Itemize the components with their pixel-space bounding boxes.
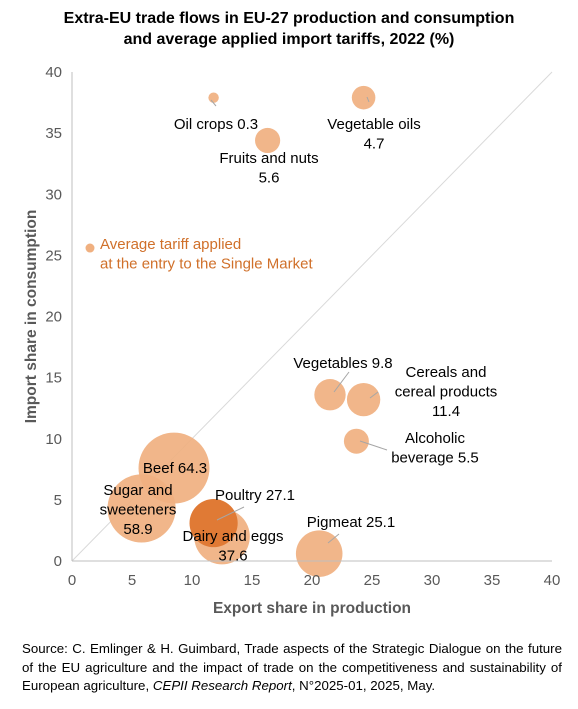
bubble-vegetables (314, 379, 346, 411)
leader-vegetable-oils (366, 96, 370, 103)
bubble-fruits-and-nuts (255, 127, 281, 154)
leader-lines (210, 96, 388, 544)
x-axis-label: Export share in production (213, 600, 411, 617)
label-poultry: Poultry 27.1 (215, 487, 295, 504)
bubbles (107, 85, 381, 577)
chart-title-line-1: Extra-EU trade flows in EU-27 production… (63, 10, 515, 27)
leader-alcoholic-beverage (359, 440, 388, 451)
chart-title: Extra-EU trade flows in EU-27 production… (0, 8, 578, 50)
bubble-vegetable-oils (351, 85, 376, 110)
leader-oil-crops (210, 99, 217, 107)
label-sugar-and-sweeteners: Sugar and sweeteners 58.9 (100, 482, 177, 538)
label-vegetable-oils: Vegetable oils 4.7 (327, 116, 420, 153)
legend: Average tariff applied at the entry to th… (85, 236, 313, 273)
x-tick-label: 5 (128, 572, 136, 589)
y-tick-label: 10 (45, 431, 62, 448)
x-tick-label: 20 (304, 572, 321, 589)
label-alcoholic-beverage: Alcoholic beverage 5.5 (391, 430, 479, 467)
y-tick-label: 25 (45, 247, 62, 264)
y-tick-label: 35 (45, 125, 62, 142)
source-text: Source: C. Emlinger & H. Guimbard, Trade… (22, 641, 562, 693)
y-tick-label: 0 (54, 553, 62, 570)
source-report-number: , N°2025-01, 2025, May. (291, 678, 436, 693)
bubble-chart: 0 5 10 15 20 25 30 35 40 0 5 10 15 20 25 30 35 40 Oil cro… (23, 64, 560, 617)
y-tick-label: 30 (45, 186, 62, 203)
bubble-alcoholic-beverage (343, 428, 369, 454)
label-oil-crops: Oil crops 0.3 (174, 116, 258, 133)
legend-marker (85, 243, 95, 253)
leader-cereals-and-cereal-products (369, 391, 379, 399)
leader-vegetables (333, 371, 350, 393)
x-tick-label: 25 (364, 572, 381, 589)
source-report-title: CEPII Research Report (152, 678, 292, 693)
chart-title-line-2: and average applied import tariffs, 2022… (123, 31, 455, 48)
label-dairy-and-eggs: Dairy and eggs 37.6 (183, 528, 284, 565)
y-tick-label: 40 (45, 64, 62, 81)
source-note: Source: C. Emlinger & H. Guimbard, Trade… (22, 640, 562, 696)
label-beef: Beef 64.3 (143, 460, 207, 477)
leader-pigmeat (327, 533, 340, 544)
legend-text: Average tariff applied at the entry to th… (100, 236, 313, 273)
label-fruits-and-nuts: Fruits and nuts 5.6 (219, 150, 318, 187)
x-tick-label: 30 (424, 572, 441, 589)
bubble-cereals-and-cereal-products (346, 382, 381, 417)
y-axis-label: Import share in consumption (23, 210, 40, 424)
y-tick-label: 20 (45, 309, 62, 326)
y-tick-label: 5 (54, 492, 62, 509)
y-tick-label: 15 (45, 370, 62, 387)
bubble-oil-crops (208, 92, 219, 103)
bubble-sugar-and-sweeteners (107, 474, 176, 543)
label-cereals-and-cereal-products: Cereals and cereal products 11.4 (395, 364, 498, 420)
leader-poultry (216, 506, 245, 521)
bubble-pigmeat (295, 530, 343, 577)
label-vegetables: Vegetables 9.8 (293, 355, 392, 372)
x-tick-label: 15 (244, 572, 261, 589)
x-tick-label: 40 (544, 572, 561, 589)
x-tick-label: 35 (484, 572, 501, 589)
tick-labels: 0 5 10 15 20 25 30 35 40 0 5 10 15 20 25 30 35 40 (45, 64, 560, 589)
axes (71, 72, 552, 562)
label-pigmeat: Pigmeat 25.1 (307, 514, 395, 531)
x-tick-label: 0 (68, 572, 76, 589)
x-tick-label: 10 (184, 572, 201, 589)
bubble-poultry (189, 499, 238, 548)
